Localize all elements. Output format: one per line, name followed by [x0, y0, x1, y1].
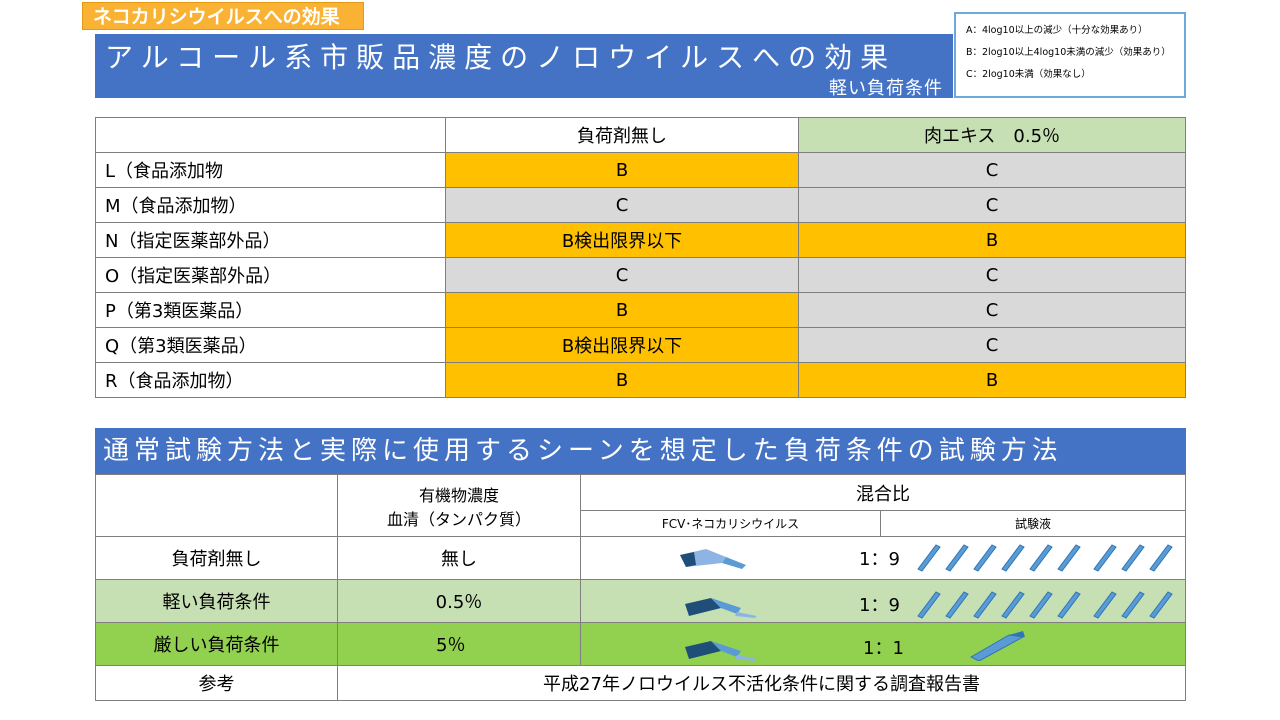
table-row: 参考 平成27年ノロウイルス不活化条件に関する調査報告書 — [95, 665, 1186, 701]
section2-title: 通常試験方法と実際に使用するシーンを想定した負荷条件の試験方法 — [95, 428, 1186, 474]
product-name: P（第3類医薬品） — [95, 292, 446, 328]
table-row: O（指定医薬部外品） C C — [95, 257, 1186, 293]
result-no-load: C — [445, 257, 799, 293]
results-header-row: 負荷剤無し 肉エキス 0.5％ — [95, 117, 1186, 153]
test-solution-tubes-icon — [917, 544, 1173, 572]
fcv-tube-icon — [685, 641, 757, 661]
mix-visual: 1：9 — [580, 579, 1186, 623]
result-meat-extract: C — [798, 152, 1186, 188]
result-no-load: B検出限界以下 — [445, 222, 799, 258]
condition-concentration: 5％ — [337, 622, 581, 666]
test-solution-header: 試験液 — [880, 510, 1186, 537]
table-row: N（指定医薬部外品） B検出限界以下 B — [95, 222, 1186, 258]
mix-ratio-header: 混合比 — [580, 474, 1186, 511]
results-header-no-load: 負荷剤無し — [445, 117, 799, 153]
table-row: Q（第3類医薬品） B検出限界以下 C — [95, 327, 1186, 363]
condition-concentration: 0.5％ — [337, 579, 581, 623]
page-subtitle: 軽い負荷条件 — [829, 78, 943, 99]
mix-ratio: 1：9 — [859, 595, 900, 616]
product-name: M（食品添加物） — [95, 187, 446, 223]
result-meat-extract: C — [798, 187, 1186, 223]
legend-item-c: C：2log10未満（効果なし） — [966, 69, 1091, 80]
test-solution-tubes-icon — [917, 591, 1173, 619]
fcv-header: FCV･ネコカリシウイルス — [580, 510, 881, 537]
legend-item-a: A：4log10以上の減少（十分な効果あり） — [966, 25, 1148, 36]
section-tag: ネコカリシウイルスへの効果 — [82, 2, 364, 30]
condition-label: 軽い負荷条件 — [95, 579, 338, 623]
result-meat-extract: C — [798, 257, 1186, 293]
method-header-blank — [95, 474, 338, 537]
result-meat-extract: C — [798, 327, 1186, 363]
product-name: O（指定医薬部外品） — [95, 257, 446, 293]
table-row: L（食品添加物 B C — [95, 152, 1186, 188]
product-name: L（食品添加物 — [95, 152, 446, 188]
product-name: R（食品添加物） — [95, 362, 446, 398]
method-subheader-row: FCV･ネコカリシウイルス 試験液 — [96, 510, 1186, 537]
mix-visual: 1：1 — [580, 622, 1186, 666]
result-no-load: B — [445, 362, 799, 398]
results-header-meat-extract: 肉エキス 0.5％ — [798, 117, 1186, 153]
result-meat-extract: C — [798, 292, 1186, 328]
condition-concentration: 無し — [337, 536, 581, 580]
table-row: 負荷剤無し 無し 1：9 — [95, 536, 1186, 580]
method-header-row: 有機物濃度 血清（タンパク質） 混合比 — [95, 474, 1186, 537]
results-table: 負荷剤無し 肉エキス 0.5％ L（食品添加物 B C M（食品添加物） C C… — [95, 117, 1186, 398]
test-solution-tube-icon — [969, 631, 1025, 661]
reference-label: 参考 — [95, 665, 338, 701]
result-no-load: B検出限界以下 — [445, 327, 799, 363]
organic-conc-header-line1: 有機物濃度 — [418, 485, 499, 505]
table-row: 厳しい負荷条件 5％ 1：1 — [95, 622, 1186, 666]
product-name: Q（第3類医薬品） — [95, 327, 446, 363]
table-row: 軽い負荷条件 0.5％ 1：9 — [95, 579, 1186, 623]
result-meat-extract: B — [798, 362, 1186, 398]
table-row: P（第3類医薬品） B C — [95, 292, 1186, 328]
mix-ratio: 1：9 — [859, 549, 900, 570]
fcv-tube-icon — [685, 598, 757, 618]
mix-visual: 1：9 — [580, 536, 1186, 580]
fcv-tube-icon — [680, 549, 746, 569]
table-row: R（食品添加物） B B — [95, 362, 1186, 398]
title-bar: アルコール系市販品濃度のノロウイルスへの効果 軽い負荷条件 — [95, 34, 953, 99]
mix-ratio: 1：1 — [863, 638, 904, 659]
result-no-load: B — [445, 292, 799, 328]
result-no-load: C — [445, 187, 799, 223]
product-name: N（指定医薬部外品） — [95, 222, 446, 258]
reference-value: 平成27年ノロウイルス不活化条件に関する調査報告書 — [337, 665, 1186, 701]
condition-label: 負荷剤無し — [95, 536, 338, 580]
result-no-load: B — [445, 152, 799, 188]
page-title: アルコール系市販品濃度のノロウイルスへの効果 — [105, 41, 897, 74]
legend-box: A：4log10以上の減少（十分な効果あり） B：2log10以上4log10未… — [954, 12, 1186, 98]
legend-item-b: B：2log10以上4log10未満の減少（効果あり） — [966, 47, 1171, 58]
results-header-blank — [95, 117, 446, 153]
condition-label: 厳しい負荷条件 — [95, 622, 338, 666]
method-table: 有機物濃度 血清（タンパク質） 混合比 FCV･ネコカリシウイルス 試験液 負荷… — [95, 474, 1186, 701]
organic-conc-header: 有機物濃度 血清（タンパク質） — [337, 474, 581, 537]
organic-conc-header-line2: 血清（タンパク質） — [386, 509, 531, 529]
table-row: M（食品添加物） C C — [95, 187, 1186, 223]
result-meat-extract: B — [798, 222, 1186, 258]
